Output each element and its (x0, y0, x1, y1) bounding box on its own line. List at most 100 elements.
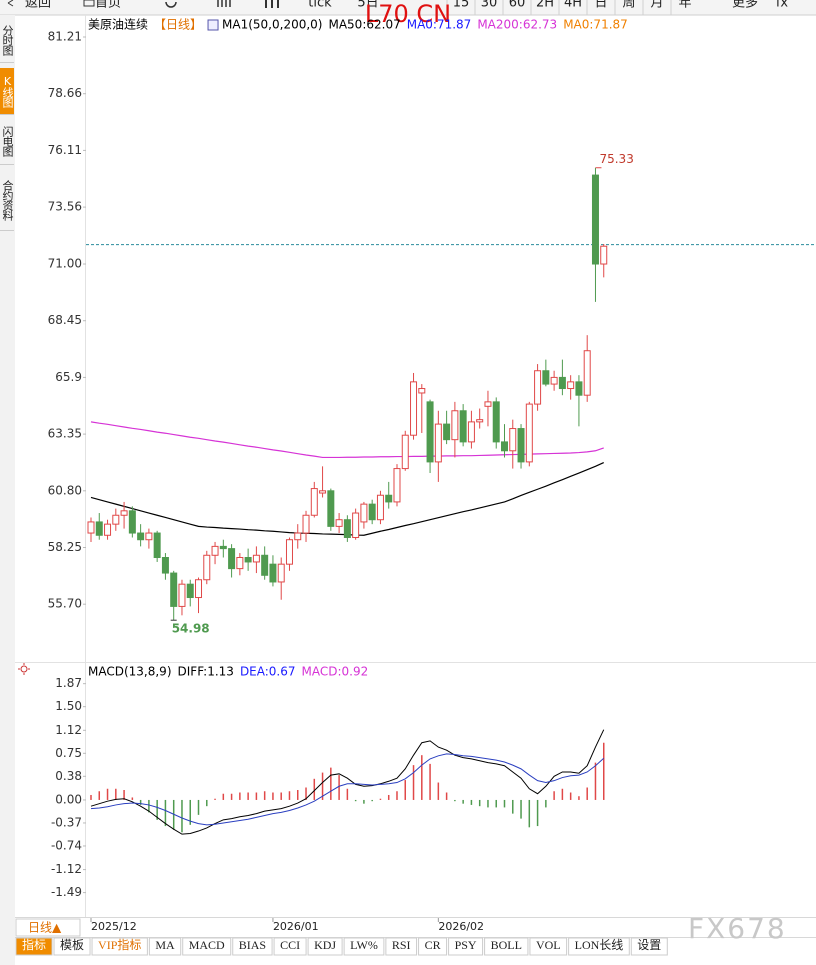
candle-body (285, 539, 293, 565)
candle-body (600, 245, 608, 265)
toolbar-button[interactable]: 更多 (732, 0, 758, 11)
indicator-tab[interactable]: CCI (280, 938, 300, 952)
side-tab[interactable]: 分时图 (0, 18, 14, 63)
indicator-tab-box[interactable] (15, 937, 53, 956)
candle-body (484, 401, 492, 407)
indicator-tab[interactable]: BIAS (239, 938, 266, 952)
indicator-tab-box[interactable] (148, 937, 182, 956)
indicator-tab[interactable]: 指标 (22, 937, 46, 952)
candle-body (302, 514, 310, 534)
indicator-tab-box[interactable] (232, 937, 273, 956)
toolbar-button[interactable]: 2H (536, 0, 554, 11)
toolbar-button[interactable]: 首页 (95, 0, 121, 11)
candle-body (476, 419, 484, 423)
toolbar-button[interactable]: tick (308, 0, 332, 11)
y-tick-label: 68.45 (48, 313, 82, 327)
side-tab[interactable]: 闪电图 (0, 118, 14, 165)
candle-body (443, 423, 451, 441)
settings-icon-rays[interactable] (18, 663, 30, 675)
toolbar-button[interactable]: 30 (481, 0, 498, 11)
candle-body (509, 428, 517, 452)
y-tick-label: 81.21 (48, 30, 82, 44)
indicator-tab-box[interactable] (448, 937, 484, 956)
toolbar-button[interactable]: 5日 (357, 0, 378, 11)
indicator-tab-box[interactable] (343, 937, 385, 956)
indicator-tab-box[interactable] (529, 937, 568, 956)
indicator-tab[interactable]: RSI (392, 938, 411, 952)
y-tick-label: 55.70 (48, 597, 82, 611)
side-tab[interactable]: 合约资料 (0, 170, 14, 231)
candle-body (294, 532, 302, 541)
y-tick-label: -0.74 (51, 838, 82, 852)
symbol-overlay: L70 CN (365, 0, 451, 28)
candle-body (583, 350, 591, 396)
indicator-tab[interactable]: CR (425, 938, 441, 952)
settings-icon[interactable] (18, 663, 30, 675)
candle-body (178, 583, 186, 607)
candle-body (95, 521, 103, 536)
side-tab[interactable]: K线图 (0, 68, 14, 115)
toolbar-button[interactable]: 年 (678, 0, 691, 11)
period-button-box[interactable] (15, 918, 81, 937)
y-tick-label: 73.56 (48, 200, 82, 214)
legend-entry: DIFF:1.13 (178, 665, 234, 679)
toolbar-button[interactable]: 60 (509, 0, 526, 11)
indicator-tab-box[interactable] (630, 937, 668, 956)
high-label: 75.33 (599, 152, 633, 166)
indicator-tab[interactable]: VOL (536, 938, 561, 952)
indicator-tab[interactable]: 模板 (60, 938, 84, 952)
indicator-tab[interactable]: LW% (350, 938, 378, 952)
x-tick-label: 2025/12 (91, 920, 137, 933)
candle-body (219, 545, 227, 550)
candle-body (128, 510, 136, 534)
period-button[interactable]: 日线▲ (28, 921, 62, 935)
toolbar-button[interactable]: 4H (564, 0, 582, 11)
candle-body (244, 557, 252, 563)
candle-body (153, 532, 161, 559)
indicator-tab[interactable]: PSY (455, 938, 477, 952)
candle-body (145, 532, 153, 541)
indicator-tab-box[interactable] (484, 937, 529, 956)
candle-body (492, 401, 500, 443)
toolbar-button[interactable]: 返回 (25, 0, 51, 11)
indicator-tab-box[interactable] (53, 937, 91, 956)
chart-title: 美原油连续 (88, 17, 148, 32)
candle-body (195, 579, 203, 599)
settings-icon-circle[interactable] (20, 665, 28, 673)
toolbar-button[interactable]: fx (776, 0, 789, 11)
indicator-tab[interactable]: 设置 (637, 938, 661, 952)
indicator-tab[interactable]: BOLL (491, 938, 522, 952)
indicator-tab[interactable]: LON长线 (575, 938, 624, 952)
candle-body (517, 428, 525, 463)
indicator-tab-box[interactable] (273, 937, 307, 956)
toolbar-button[interactable]: 日 (594, 0, 607, 11)
y-tick-label: -0.37 (51, 815, 82, 829)
indicator-tab-box[interactable] (385, 937, 418, 956)
y-tick-label: 0.38 (55, 769, 82, 783)
legend-entry: DEA:0.67 (240, 665, 296, 679)
indicator-tab[interactable]: KDJ (314, 938, 336, 952)
indicator-tab[interactable]: MACD (189, 938, 225, 952)
candle-body (567, 381, 575, 390)
indicator-tab-box[interactable] (182, 937, 232, 956)
candle-body (170, 572, 178, 607)
toolbar-button[interactable]: 月 (650, 0, 663, 11)
indicator-tab[interactable]: MA (155, 938, 175, 952)
candle-body (261, 554, 269, 576)
toolbar-button[interactable]: 15 (453, 0, 470, 11)
refresh-icon (165, 1, 177, 8)
period-label: 【日线】 (154, 18, 202, 32)
indicator-tab-box[interactable] (418, 937, 448, 956)
toolbar-button[interactable]: 周 (622, 0, 635, 11)
indicator-tab-box[interactable] (568, 937, 630, 956)
y-tick-label: 0.00 (55, 792, 82, 806)
candle-body (575, 381, 583, 396)
candle-body (186, 583, 194, 599)
indicator-tab-box[interactable] (91, 937, 148, 956)
indicator-tab-box[interactable] (307, 937, 343, 956)
candle-body (467, 421, 475, 443)
y-tick-label: 63.35 (48, 427, 82, 441)
candle-body (203, 554, 211, 581)
indicator-tab[interactable]: VIP指标 (98, 937, 141, 952)
